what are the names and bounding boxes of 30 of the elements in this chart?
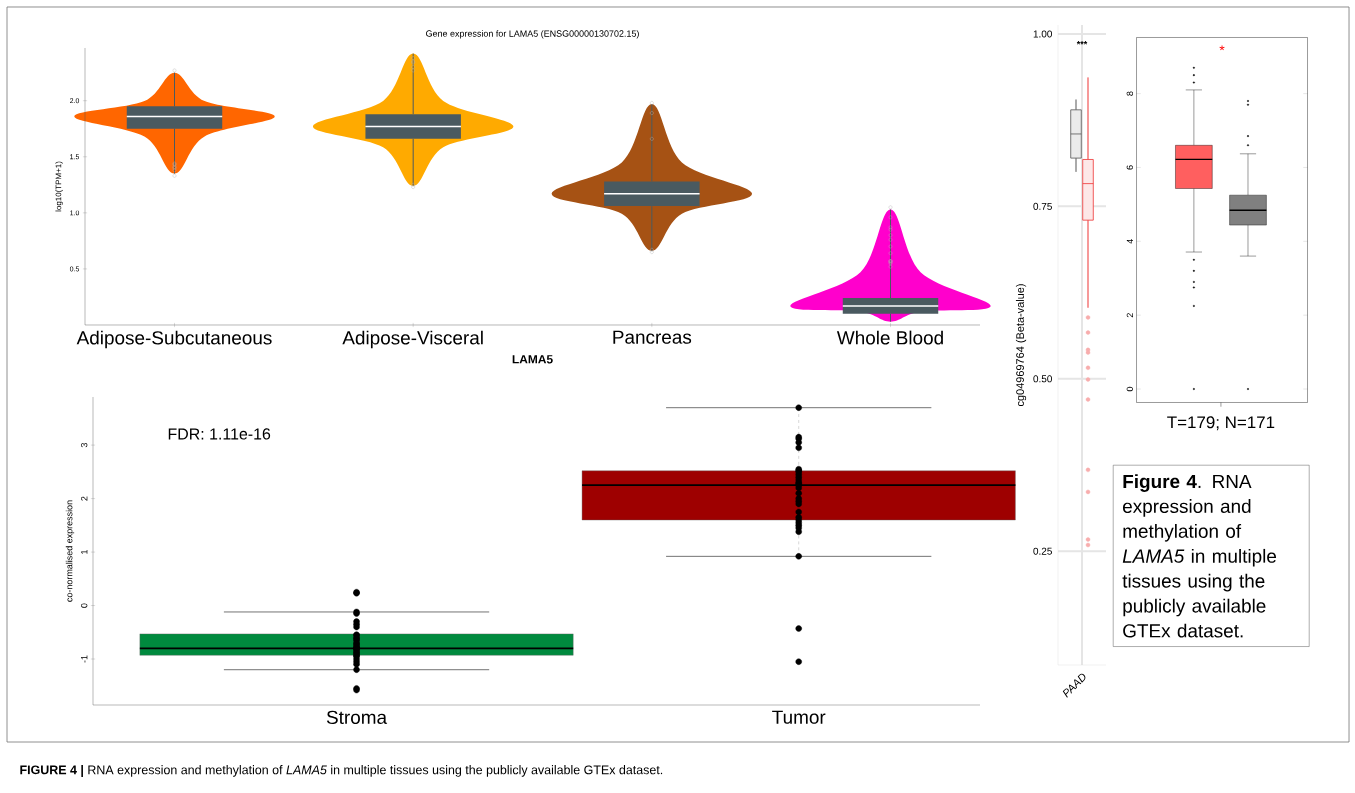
y-tick-label: 4 — [1126, 239, 1133, 244]
y-tick-label: 8 — [1126, 91, 1133, 96]
x-tick-label: Adipose-Subcutaneous — [76, 330, 272, 349]
text: FIGURE 4 | RNA expression and methylation of LAMA5 in multiple tissues using the publicly available GTEx dataset. — [20, 765, 663, 777]
y-tick-label: 0 — [81, 603, 88, 608]
y-tick-label: 6 — [1126, 165, 1133, 170]
y-tick-label: -1 — [81, 655, 88, 663]
y-tick-label: 3 — [81, 443, 88, 448]
x-tick-label: Adipose-Visceral — [342, 330, 483, 349]
x-tick-label: Whole Blood — [836, 330, 943, 345]
y-tick-label: 2 — [81, 496, 88, 501]
y-axis-title: cg04969764 (Beta-value) — [1015, 284, 1027, 407]
y-tick-label: 1.00 — [1033, 30, 1052, 38]
annotation: FDR: 1.11e-16 — [168, 428, 271, 440]
x-tick-label: Pancreas — [613, 330, 692, 344]
text: Figure 4. RNA expression and methylation of LAMA5 in multiple tissues using the publicly available GTEx dataset. — [1122, 474, 1277, 638]
y-tick-label: 0.50 — [1033, 375, 1052, 383]
x-tick-label: Stroma — [326, 710, 388, 725]
x-tick-label: T=179; N=171 — [1167, 416, 1275, 431]
y-tick-label: 1 — [81, 550, 88, 554]
y-tick-label: 2 — [1126, 313, 1133, 318]
chart-title: Gene expression for LAMA5 (ENSG00000130702.15) — [426, 30, 639, 39]
y-tick-label: 0 — [1126, 386, 1133, 392]
y-axis-title: co-normalised expression — [65, 500, 75, 602]
annotation: *** — [1076, 41, 1088, 45]
y-tick-label: 0.75 — [1033, 202, 1052, 210]
x-axis-title: LAMA5 — [512, 355, 553, 364]
annotation: * — [1219, 45, 1225, 51]
x-tick-label: Tumor — [772, 710, 826, 724]
y-tick-label: 0.25 — [1033, 547, 1052, 555]
